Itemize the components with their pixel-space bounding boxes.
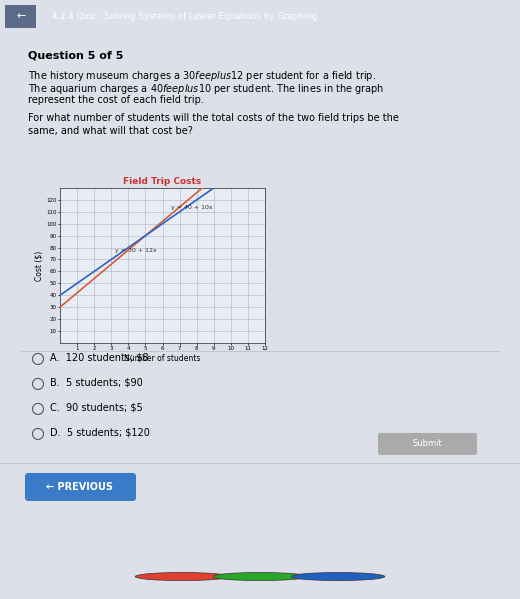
Circle shape xyxy=(135,573,229,580)
Text: y = 40 + 10x: y = 40 + 10x xyxy=(171,205,213,210)
Title: Field Trip Costs: Field Trip Costs xyxy=(123,177,202,186)
Y-axis label: Cost ($): Cost ($) xyxy=(34,250,43,280)
Text: ← PREVIOUS: ← PREVIOUS xyxy=(46,482,113,492)
Text: For what number of students will the total costs of the two field trips be the: For what number of students will the tot… xyxy=(28,113,399,123)
Text: B.  5 students; $90: B. 5 students; $90 xyxy=(50,378,143,388)
Text: C.  90 students; $5: C. 90 students; $5 xyxy=(50,403,143,413)
Circle shape xyxy=(291,573,385,580)
Text: A.  120 students; $8: A. 120 students; $8 xyxy=(50,353,149,363)
Text: same, and what will that cost be?: same, and what will that cost be? xyxy=(28,126,193,136)
Text: 4.2.4 Quiz:  Solving Systems of Linear Equations by Graphing: 4.2.4 Quiz: Solving Systems of Linear Eq… xyxy=(52,12,317,21)
Text: Question 5 of 5: Question 5 of 5 xyxy=(28,51,123,61)
Text: Submit: Submit xyxy=(412,440,442,449)
Text: The history museum charges a $30 fee plus $12 per student for a field trip.: The history museum charges a $30 fee plu… xyxy=(28,69,376,83)
FancyBboxPatch shape xyxy=(25,473,136,501)
Text: represent the cost of each field trip.: represent the cost of each field trip. xyxy=(28,95,204,105)
Circle shape xyxy=(213,573,307,580)
Text: y = 30 + 12x: y = 30 + 12x xyxy=(115,249,157,253)
Bar xyxy=(5,5,36,28)
Text: ←: ← xyxy=(16,11,25,22)
FancyBboxPatch shape xyxy=(378,433,477,455)
Text: D.  5 students; $120: D. 5 students; $120 xyxy=(50,428,150,438)
X-axis label: Number of students: Number of students xyxy=(124,354,201,363)
Text: The aquarium charges a $40 fee plus $10 per student. The lines in the graph: The aquarium charges a $40 fee plus $10 … xyxy=(28,82,384,96)
